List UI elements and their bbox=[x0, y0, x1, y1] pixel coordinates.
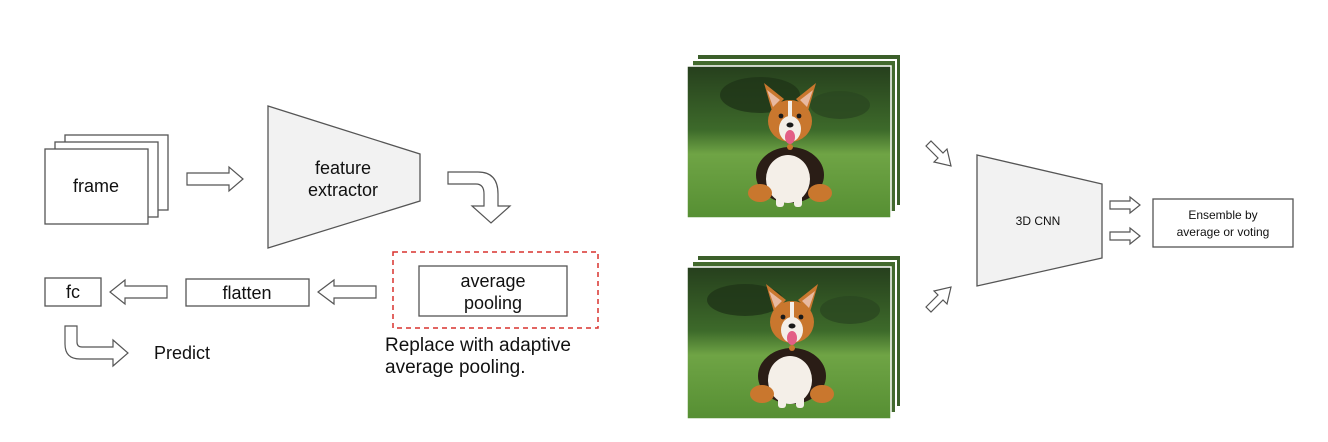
hollow-arrow-right-icon bbox=[1109, 226, 1141, 246]
hollow-arrow-right-icon bbox=[1109, 195, 1141, 215]
extractor-label-line1: feature bbox=[315, 158, 371, 178]
ensemble-label-line1: Ensemble by bbox=[1188, 208, 1257, 222]
ensemble-box bbox=[1152, 198, 1294, 248]
pooling-dashed-highlight bbox=[392, 251, 599, 329]
dog-photo-icon bbox=[686, 65, 892, 219]
average-pooling-block: average pooling bbox=[418, 265, 568, 317]
replace-note-line1: Replace with adaptive bbox=[385, 335, 571, 356]
dog-photo-icon bbox=[686, 266, 892, 420]
flatten-label: flatten bbox=[222, 283, 271, 303]
extractor-trapezoid bbox=[267, 105, 421, 249]
photo-stack-bottom bbox=[686, 254, 902, 420]
3d-cnn-trapezoid bbox=[976, 154, 1103, 287]
hook-arrow-right-icon bbox=[64, 325, 129, 368]
feature-extractor: feature extractor bbox=[267, 105, 421, 249]
replace-note-line2: average pooling. bbox=[385, 357, 526, 378]
ensemble-label-line2: average or voting bbox=[1177, 225, 1270, 239]
frame-stack: frame bbox=[44, 134, 169, 225]
pooling-label-line2: pooling bbox=[464, 293, 522, 313]
extractor-label-line2: extractor bbox=[308, 180, 378, 200]
predict-label: Predict bbox=[154, 343, 210, 363]
3d-cnn-label: 3D CNN bbox=[1016, 214, 1061, 228]
hollow-arrow-right-icon bbox=[186, 165, 244, 193]
ensemble-block: Ensemble by average or voting bbox=[1152, 198, 1294, 248]
pooling-label-line1: average bbox=[460, 271, 525, 291]
frame-label: frame bbox=[73, 176, 119, 196]
curved-arrow-down-icon bbox=[447, 171, 512, 224]
hollow-arrow-diagonal-down-icon bbox=[925, 140, 952, 167]
photo-stack-top bbox=[686, 53, 902, 219]
hollow-arrow-left-icon bbox=[317, 278, 377, 306]
fc-label: fc bbox=[66, 282, 80, 302]
frame-layer-1 bbox=[44, 148, 149, 225]
flatten-block: flatten bbox=[185, 278, 310, 307]
hollow-arrow-left-icon bbox=[109, 278, 168, 306]
hollow-arrow-diagonal-up-icon bbox=[925, 286, 952, 313]
fc-box bbox=[44, 277, 102, 307]
fc-block: fc bbox=[44, 277, 102, 307]
average-pooling-box bbox=[418, 265, 568, 317]
flatten-box bbox=[185, 278, 310, 307]
3d-cnn-block: 3D CNN bbox=[976, 154, 1103, 287]
